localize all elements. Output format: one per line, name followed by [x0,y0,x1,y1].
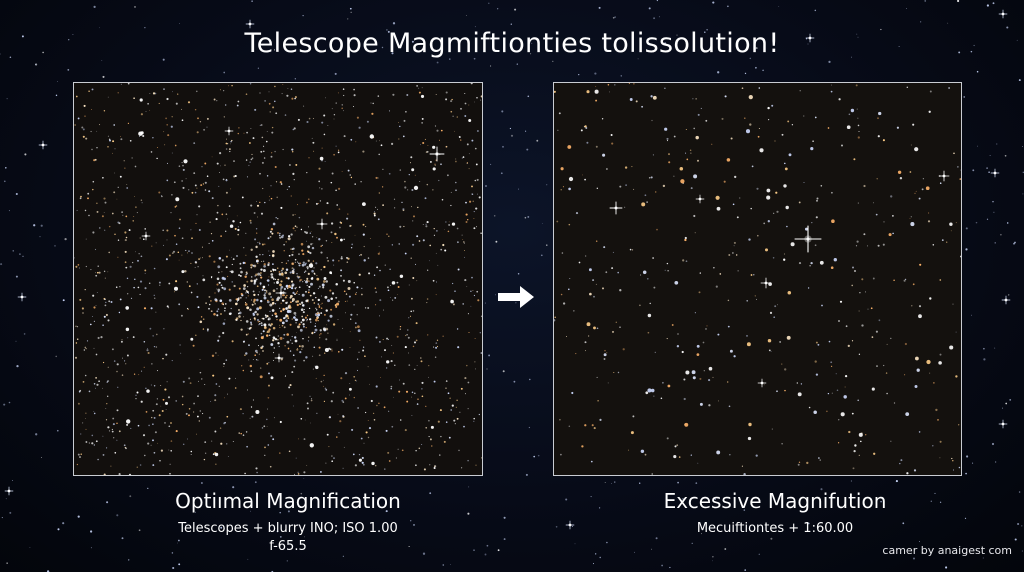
optimal-caption-title: Optiımal Magnification [175,489,401,513]
optimal-caption-details: Telescopes + blurry INO; ISO 1.00 f-65.5 [73,520,503,556]
right-arrow-icon [498,286,534,308]
excessive-caption-details: Mecuiftiontes + 1:60.00 [560,520,990,538]
optimal-caption-line-2: f-65.5 [269,539,307,554]
page-title: Telescope Magmiftionties tolissolution! [244,28,780,59]
excessive-caption-line-1: Mecuiftiontes + 1:60.00 [696,521,854,536]
optimal-caption-line-1: Telescopes + blurry INO; ISO 1.00 [178,521,398,536]
excessive-caption-title: Excessive Magnifution [663,489,887,513]
optimal-magnification-image [73,82,483,476]
optimal-caption: Optiımal Magnification Telescopes + blur… [73,488,503,556]
excessive-caption: Excessive Magnifution Mecuiftiontes + 1:… [560,488,990,538]
image-credit: camer by anaigest com [882,544,1012,557]
excessive-magnification-image [553,82,962,476]
